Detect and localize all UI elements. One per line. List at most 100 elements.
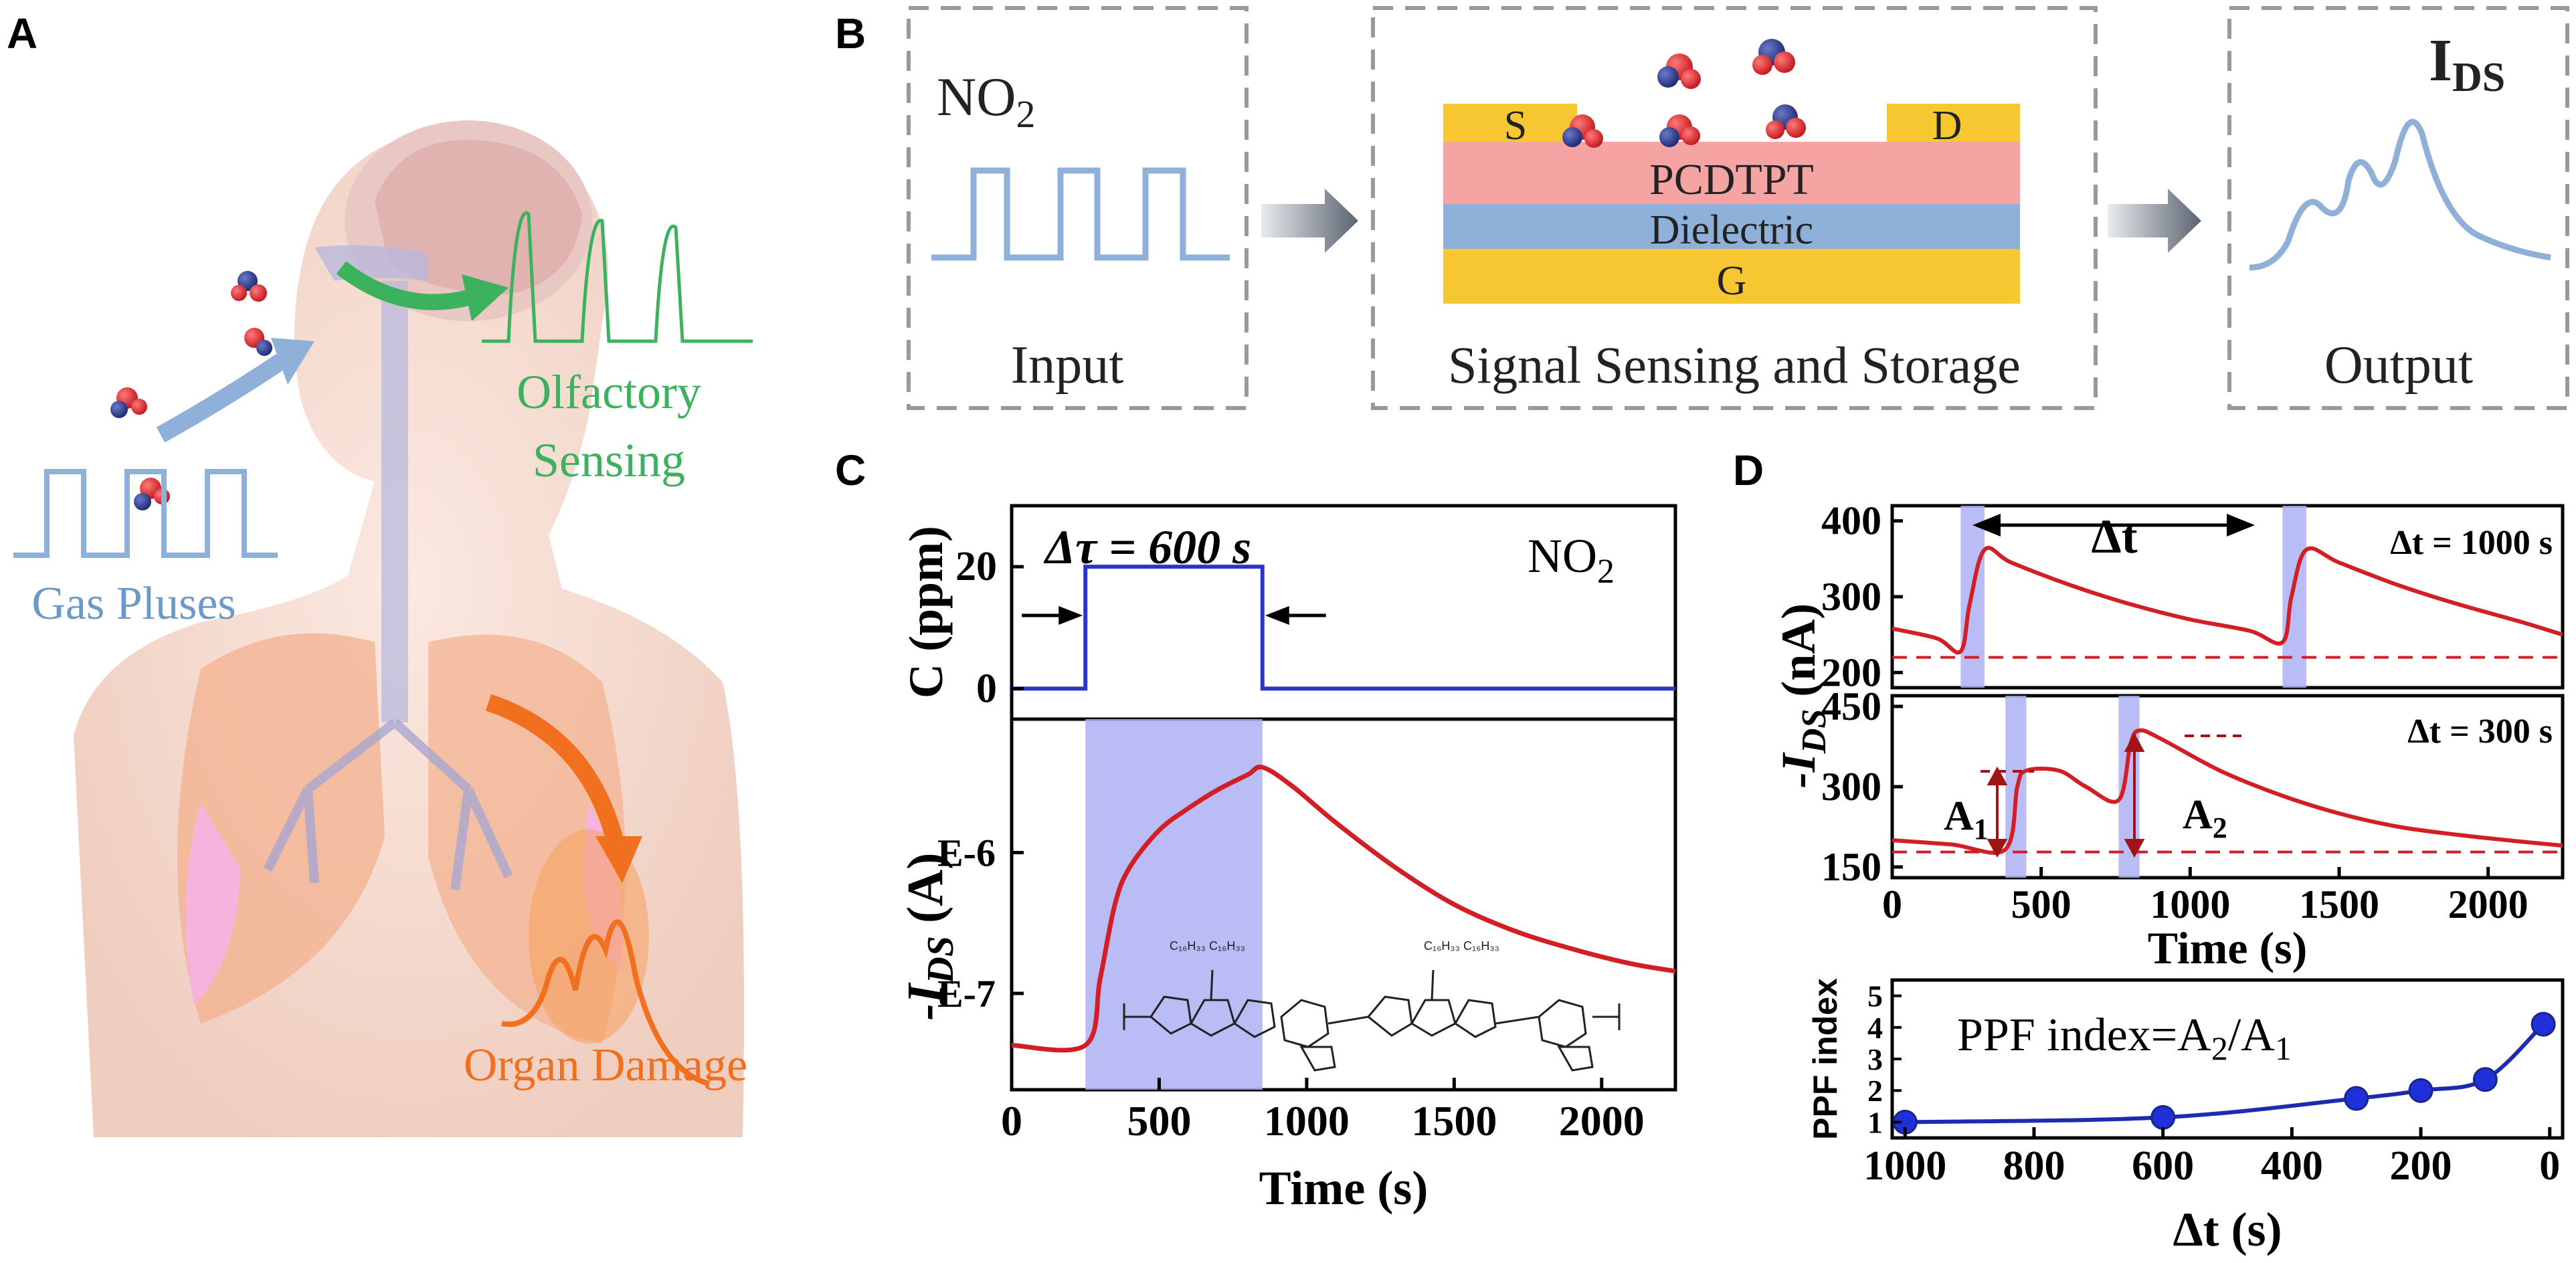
c-bottom-xtick-label: 500 bbox=[1127, 1097, 1191, 1145]
d-middle-xtick-label: 1000 bbox=[2150, 882, 2230, 927]
d-bottom-ytick-label: 2 bbox=[1867, 1074, 1883, 1108]
c-top-ytick-label: 0 bbox=[976, 666, 997, 711]
device-box bbox=[1371, 6, 2098, 410]
d-middle-xticks: 0 500 1000 1500 2000 bbox=[1882, 867, 2528, 927]
panel-a-label: A bbox=[7, 9, 37, 58]
c-top-concentration-line bbox=[1012, 565, 1675, 691]
semiconductor-layer bbox=[1443, 142, 2020, 204]
c-bottom-ylabel: -IDS (A) bbox=[897, 853, 961, 1021]
input-pulse-trace bbox=[931, 167, 1230, 261]
pcdtpt-structure: C₁₆H₃₃ C₁₆H₃₃ C₁₆H₃₃ C₁₆H₃₃ bbox=[1123, 939, 1621, 1072]
c-bottom-xtick-label: 0 bbox=[1001, 1097, 1022, 1145]
d-middle-a2-label: A2 bbox=[2183, 792, 2227, 844]
c-top-annotation: Δτ = 600 s bbox=[1043, 520, 1251, 574]
c-bottom-xticks: 0 500 1000 1500 2000 bbox=[1001, 1078, 1645, 1145]
c-bottom-ytick-label: E-7 bbox=[937, 972, 996, 1015]
gate-layer bbox=[1443, 249, 2020, 304]
c-top-ytick-label: 20 bbox=[955, 544, 997, 589]
d-middle-shades bbox=[2005, 696, 2140, 878]
d-bottom-xtick-label: 0 bbox=[2539, 1143, 2560, 1189]
d-middle-current-line bbox=[1892, 728, 2563, 855]
panel-d-label: D bbox=[1733, 446, 1764, 494]
d-top-annotation: Δt = 1000 s bbox=[2390, 524, 2553, 562]
source-label: S bbox=[1504, 103, 1527, 149]
ppf-point bbox=[2531, 1011, 2556, 1037]
c-bottom-yticks: E-6 E-7 bbox=[937, 831, 1024, 1015]
gas-pulses-label: Gas Pluses bbox=[31, 578, 236, 629]
c-top-left-arrowhead bbox=[1059, 606, 1083, 625]
c-bottom-frame bbox=[1010, 717, 1677, 1092]
d-bottom-ytick-label: 5 bbox=[1867, 979, 1883, 1013]
human-body-illustration bbox=[13, 120, 753, 1137]
organ-damage-trace bbox=[501, 919, 711, 1086]
organ-damage-arrow bbox=[485, 694, 624, 846]
d-bottom-title: PPF index=A2/A1 bbox=[1957, 1009, 2292, 1067]
d-top-current-line bbox=[1892, 546, 2563, 655]
d-bottom-ytick-label: 1 bbox=[1867, 1105, 1883, 1139]
c-top-interval-arrows bbox=[1022, 606, 1326, 625]
ppf-point bbox=[2150, 1104, 2176, 1130]
d-bottom-xticks: 1000 800 600 400 200 0 bbox=[1863, 1127, 2560, 1189]
input-label: Input bbox=[1011, 336, 1124, 395]
organ-damage-label: Organ Damage bbox=[464, 1040, 747, 1091]
trachea-graphic bbox=[381, 281, 408, 722]
panel-b: B NO2 Input S D PCDTPT Dielectric G Sign… bbox=[835, 6, 2569, 410]
inhale-arrow bbox=[156, 354, 286, 443]
ppf-point bbox=[2344, 1086, 2369, 1111]
d-bottom-xtick-label: 200 bbox=[2390, 1143, 2452, 1189]
d-bottom-xtick-label: 800 bbox=[2003, 1143, 2065, 1189]
panel-b-label: B bbox=[835, 9, 866, 58]
c-top-ylabel: C (ppm) bbox=[899, 526, 953, 698]
output-label: Output bbox=[2324, 336, 2473, 395]
drain-electrode bbox=[1887, 104, 2020, 142]
d-top-ytick-label: 400 bbox=[1821, 499, 1881, 543]
d-middle-ytick-label: 450 bbox=[1821, 684, 1881, 728]
ppf-point bbox=[2408, 1078, 2433, 1103]
svg-text:C₁₆H₃₃ C₁₆H₃₃: C₁₆H₃₃ C₁₆H₃₃ bbox=[1424, 939, 1499, 953]
dielectric-label: Dielectric bbox=[1650, 207, 1813, 253]
d-bottom-xlabel: Δt (s) bbox=[2173, 1203, 2282, 1256]
arrow-device-to-output bbox=[2108, 189, 2201, 253]
output-trace bbox=[2249, 118, 2551, 271]
output-box bbox=[2227, 6, 2569, 410]
output-title: IDS bbox=[2429, 27, 2505, 100]
c-bottom-xtick-label: 2000 bbox=[1559, 1097, 1645, 1145]
d-bottom-ytick-label: 3 bbox=[1867, 1042, 1883, 1076]
c-bottom-ytick-label: E-6 bbox=[937, 831, 996, 874]
d-middle-annotation: Δt = 300 s bbox=[2407, 712, 2553, 751]
d-top-dt-label: Δt bbox=[2091, 510, 2137, 563]
d-middle-ytick-label: 150 bbox=[1821, 845, 1881, 889]
olfactory-label-2: Sensing bbox=[533, 433, 685, 487]
gas-molecules-b bbox=[1562, 39, 1806, 148]
gate-label: G bbox=[1717, 258, 1747, 304]
d-middle-yticks: 150 300 450 bbox=[1821, 684, 1903, 889]
olfactory-spike-trace bbox=[482, 211, 753, 343]
ppf-point bbox=[2472, 1067, 2498, 1092]
d-bottom-xtick-label: 1000 bbox=[1863, 1143, 1946, 1189]
dielectric-layer bbox=[1443, 204, 2020, 249]
d-middle-a1-label: A1 bbox=[1944, 793, 1989, 846]
c-bottom-xtick-label: 1000 bbox=[1264, 1097, 1350, 1145]
d-bottom-xtick-label: 600 bbox=[2132, 1143, 2194, 1189]
input-box bbox=[907, 6, 1249, 410]
drain-label: D bbox=[1932, 103, 1962, 149]
d-middle-amplitude-markers bbox=[1981, 733, 2241, 858]
svg-text:C₁₆H₃₃ C₁₆H₃₃: C₁₆H₃₃ C₁₆H₃₃ bbox=[1170, 939, 1245, 953]
d-bottom-ytick-label: 4 bbox=[1867, 1011, 1883, 1045]
d-middle-ytick-label: 300 bbox=[1821, 765, 1881, 809]
device-label: Signal Sensing and Storage bbox=[1448, 336, 2021, 394]
c-top-yticks: 0 20 bbox=[955, 544, 1024, 711]
olfactory-label-1: Olfactory bbox=[517, 365, 701, 419]
c-bottom-xlabel: Time (s) bbox=[1259, 1161, 1429, 1215]
d-top-pulse-shade bbox=[2282, 506, 2307, 688]
c-top-right-arrowhead bbox=[1265, 606, 1289, 625]
gas-pulse-trace bbox=[13, 469, 278, 558]
d-top-ytick-label: 200 bbox=[1821, 650, 1881, 694]
d-top-ytick-label: 300 bbox=[1821, 575, 1881, 619]
d-top-dt-arrow bbox=[1972, 514, 2255, 537]
d-middle-xtick-label: 0 bbox=[1882, 882, 1902, 927]
d-middle-xtick-label: 1500 bbox=[2299, 882, 2379, 927]
input-gas-formula: NO2 bbox=[937, 66, 1035, 136]
